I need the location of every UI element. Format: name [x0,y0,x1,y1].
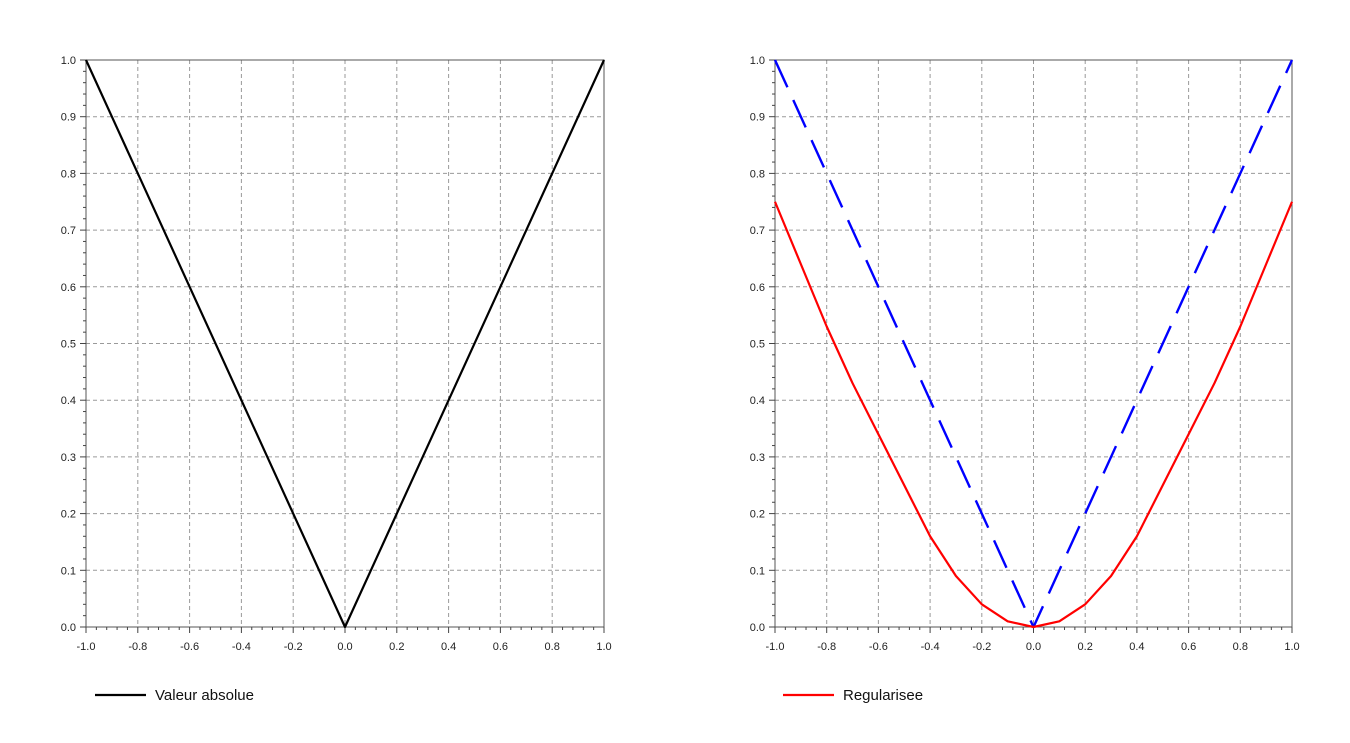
x-tick-label: -0.8 [128,641,147,653]
x-tick-label: 0.4 [1129,641,1144,653]
y-tick-label: 0.9 [750,112,765,124]
y-tick-label: 1.0 [750,55,765,67]
left-chart-abs-value: -1.0 -0.8 -0.6 -0.4 -0.2 0.0 0.2 0.4 0.6 0.8 1.0 0.… [61,55,612,704]
y-tick-label: 0.3 [750,452,765,464]
y-tick-label: 0.2 [61,509,76,521]
y-tick-label: 0.0 [750,622,765,634]
x-tick-label: 0.4 [441,641,456,653]
y-tick-label: 0.4 [61,395,76,407]
x-tick-label: -1.0 [77,641,96,653]
y-tick-label: 0.5 [750,339,765,351]
x-tick-label: -0.6 [869,641,888,653]
legend-label: Valeur absolue [155,687,254,704]
y-tick-label: 0.0 [61,622,76,634]
x-tick-label: 0.0 [337,641,352,653]
y-tick-label: 0.7 [61,225,76,237]
y-tick-label: 0.8 [750,168,765,180]
x-tick-label: 1.0 [596,641,611,653]
y-tick-label: 0.1 [750,565,765,577]
y-tick-label: 0.5 [61,339,76,351]
y-tick-label: 0.2 [750,509,765,521]
x-tick-label: 0.6 [493,641,508,653]
y-tick-label: 0.6 [61,282,76,294]
x-tick-label: -0.8 [817,641,836,653]
x-tick-label: 0.6 [1181,641,1196,653]
y-tick-label: 0.4 [750,395,765,407]
x-tick-label: 0.2 [389,641,404,653]
x-tick-label: 0.8 [545,641,560,653]
y-tick-label: 0.7 [750,225,765,237]
y-tick-label: 1.0 [61,55,76,67]
x-tick-label: -0.2 [972,641,991,653]
x-tick-label: 0.2 [1078,641,1093,653]
x-tick-label: 0.0 [1026,641,1041,653]
x-tick-label: -1.0 [766,641,785,653]
y-tick-label: 0.9 [61,112,76,124]
right-chart-regularized: -1.0 -0.8 -0.6 -0.4 -0.2 0.0 0.2 0.4 0.6 0.8 1.0 0.… [750,55,1300,704]
y-tick-label: 0.1 [61,565,76,577]
x-tick-label: 1.0 [1284,641,1299,653]
x-tick-label: -0.2 [284,641,303,653]
y-tick-label: 0.3 [61,452,76,464]
x-tick-label: -0.4 [232,641,251,653]
x-tick-label: -0.4 [921,641,940,653]
x-tick-label: 0.8 [1233,641,1248,653]
y-tick-label: 0.6 [750,282,765,294]
series-line-regularisee [773,201,1294,629]
x-tick-label: -0.6 [180,641,199,653]
legend-label: Regularisee [843,687,923,704]
y-tick-label: 0.8 [61,168,76,180]
series-line-valeur-absolue [84,59,606,629]
